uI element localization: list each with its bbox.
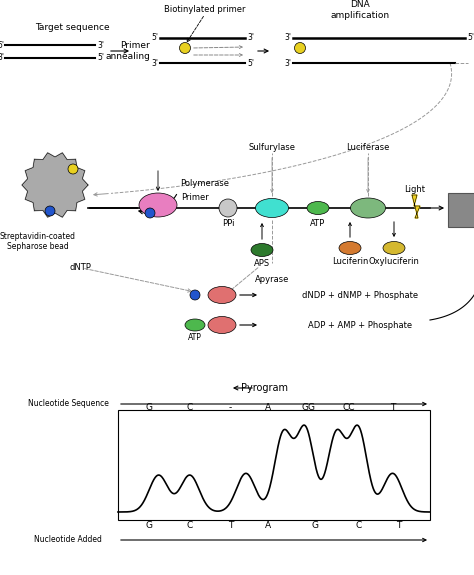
FancyBboxPatch shape bbox=[448, 193, 474, 227]
Text: 5': 5' bbox=[151, 33, 158, 43]
Text: Polymerase: Polymerase bbox=[180, 178, 229, 187]
Text: Apyrase: Apyrase bbox=[255, 275, 289, 285]
Text: 3': 3' bbox=[284, 33, 291, 43]
Text: G: G bbox=[146, 404, 153, 412]
FancyBboxPatch shape bbox=[118, 410, 430, 520]
Polygon shape bbox=[22, 153, 88, 217]
Text: Target sequence: Target sequence bbox=[35, 24, 109, 33]
Text: Primer
annealing: Primer annealing bbox=[105, 41, 150, 61]
Ellipse shape bbox=[255, 198, 289, 217]
Polygon shape bbox=[412, 195, 420, 218]
Circle shape bbox=[294, 43, 306, 53]
Text: Streptavidin-coated
Sepharose bead: Streptavidin-coated Sepharose bead bbox=[0, 232, 76, 251]
Text: CC: CC bbox=[343, 404, 355, 412]
Text: Pyrogram: Pyrogram bbox=[241, 383, 289, 393]
Text: Light: Light bbox=[404, 186, 426, 194]
Text: 3': 3' bbox=[284, 59, 291, 67]
Text: 5': 5' bbox=[0, 40, 4, 49]
Ellipse shape bbox=[208, 286, 236, 304]
Text: Luciferase: Luciferase bbox=[346, 144, 390, 152]
Text: dNDP + dNMP + Phosphate: dNDP + dNMP + Phosphate bbox=[302, 290, 418, 300]
Ellipse shape bbox=[339, 242, 361, 255]
Circle shape bbox=[145, 208, 155, 218]
Text: ADP + AMP + Phosphate: ADP + AMP + Phosphate bbox=[308, 320, 412, 329]
Circle shape bbox=[45, 206, 55, 216]
Text: DNA
amplification: DNA amplification bbox=[330, 1, 390, 20]
Text: 3': 3' bbox=[247, 33, 254, 43]
Circle shape bbox=[219, 199, 237, 217]
Text: 3': 3' bbox=[0, 53, 4, 63]
Text: Luciferin: Luciferin bbox=[332, 258, 368, 266]
Text: C: C bbox=[187, 404, 193, 412]
Ellipse shape bbox=[307, 201, 329, 214]
Text: A: A bbox=[264, 404, 271, 412]
Text: C: C bbox=[355, 520, 361, 530]
Text: T: T bbox=[396, 520, 401, 530]
Circle shape bbox=[180, 43, 191, 53]
Text: Nucleotide Sequence: Nucleotide Sequence bbox=[27, 400, 109, 408]
Text: Primer: Primer bbox=[181, 193, 209, 201]
Text: CCD
sensor: CCD sensor bbox=[447, 198, 474, 218]
Text: 5': 5' bbox=[467, 33, 474, 43]
Ellipse shape bbox=[208, 316, 236, 333]
Text: Nucleotide Added: Nucleotide Added bbox=[34, 535, 102, 545]
Ellipse shape bbox=[251, 243, 273, 256]
Text: G: G bbox=[146, 520, 153, 530]
Ellipse shape bbox=[383, 242, 405, 255]
Text: 3': 3' bbox=[97, 40, 104, 49]
Text: 3': 3' bbox=[151, 59, 158, 67]
Text: -: - bbox=[228, 404, 232, 412]
Text: GG: GG bbox=[301, 404, 315, 412]
Ellipse shape bbox=[185, 319, 205, 331]
Text: Sulfurylase: Sulfurylase bbox=[248, 144, 295, 152]
Text: T: T bbox=[228, 520, 233, 530]
Text: C: C bbox=[187, 520, 193, 530]
Text: ATP: ATP bbox=[188, 334, 202, 343]
Text: PPi: PPi bbox=[222, 220, 234, 228]
Text: 5': 5' bbox=[247, 59, 254, 67]
Text: T: T bbox=[390, 404, 395, 412]
Text: Biotinylated primer: Biotinylated primer bbox=[164, 6, 246, 14]
Ellipse shape bbox=[139, 193, 177, 217]
Text: APS: APS bbox=[254, 259, 270, 269]
Text: dNTP: dNTP bbox=[69, 263, 91, 273]
Text: Oxyluciferin: Oxyluciferin bbox=[369, 258, 419, 266]
Circle shape bbox=[190, 290, 200, 300]
Text: A: A bbox=[264, 520, 271, 530]
Ellipse shape bbox=[350, 198, 385, 218]
Text: G: G bbox=[311, 520, 318, 530]
Text: 5': 5' bbox=[97, 53, 104, 63]
Text: ATP: ATP bbox=[310, 220, 326, 228]
Circle shape bbox=[68, 164, 78, 174]
